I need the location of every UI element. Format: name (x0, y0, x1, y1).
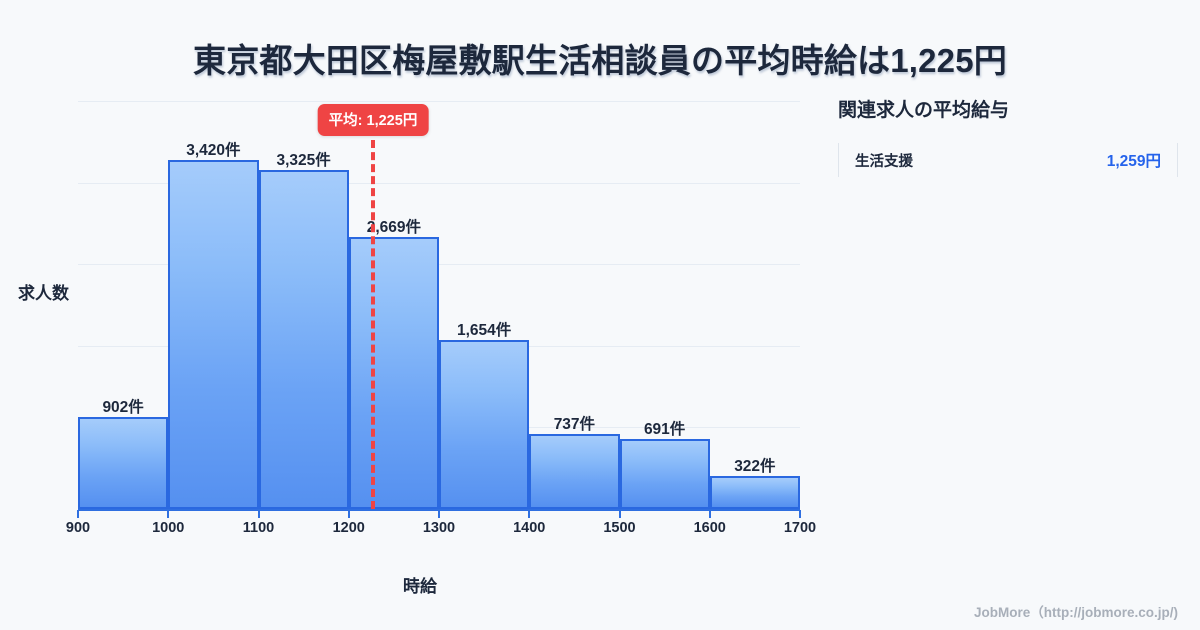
x-axis-tick-label: 1200 (332, 520, 365, 536)
histogram-bar (619, 438, 710, 509)
gridline (78, 182, 800, 184)
gridline (78, 264, 800, 266)
x-axis-tick (799, 510, 801, 518)
histogram-bar (439, 340, 530, 509)
x-axis-tick-label: 1100 (242, 520, 275, 536)
bar-value-label: 322件 (734, 458, 776, 476)
x-axis-tick (77, 510, 79, 518)
histogram-bar (348, 236, 439, 509)
average-line (371, 128, 375, 509)
bar-value-label: 2,669件 (366, 218, 422, 236)
bar-value-label: 902件 (102, 398, 144, 416)
y-axis-title: 求人数 (18, 284, 69, 303)
x-axis-tick (347, 510, 350, 518)
x-axis-tick (167, 510, 170, 518)
footer-attribution: JobMore（http://jobmore.co.jp/) (974, 605, 1178, 620)
histogram-bar (258, 169, 349, 509)
gridline (78, 101, 800, 102)
x-axis-tick (618, 510, 621, 518)
related-salary-panel: 関連求人の平均給与 生活支援 1,259円 (838, 95, 1178, 177)
x-axis-tick (438, 510, 440, 518)
x-axis-tick-label: 1600 (693, 520, 726, 536)
x-axis-tick-label: 1700 (783, 520, 817, 536)
bar-value-label: 3,420件 (186, 142, 241, 160)
x-axis-title: 時給 (403, 577, 437, 596)
bar-value-label: 737件 (553, 415, 596, 433)
average-badge: 平均: 1,225円 (317, 104, 429, 136)
histogram-bar (168, 160, 259, 509)
bar-value-label: 691件 (643, 420, 686, 438)
related-salary-row: 生活支援 1,259円 (838, 143, 1178, 177)
bar-value-label: 1,654件 (456, 322, 512, 340)
x-axis-tick-label: 1500 (603, 520, 636, 536)
histogram-chart: 求人数 902件 3,420件 3,325件 2,669件 1,654件 737件 691件… (18, 101, 816, 596)
histogram-bar (78, 417, 169, 509)
x-axis-tick (257, 510, 260, 518)
x-axis-tick (528, 510, 531, 518)
related-salary-row-value: 1,259円 (1106, 153, 1161, 170)
x-axis-tick (708, 510, 711, 518)
x-axis-tick-label: 1400 (513, 520, 546, 536)
histogram-bar (529, 433, 620, 509)
bar-value-label: 3,325件 (276, 151, 331, 169)
x-axis-tick-label: 900 (65, 520, 91, 536)
plot-area: 902件 3,420件 3,325件 2,669件 1,654件 737件 691件 322件… (66, 101, 816, 536)
related-salary-row-label: 生活支援 (855, 153, 913, 170)
page-title: 東京都大田区梅屋敷駅生活相談員の平均時給は1,225円 (193, 42, 1007, 79)
histogram-bar (709, 476, 800, 509)
x-axis-tick-label: 1000 (152, 520, 185, 536)
related-salary-title: 関連求人の平均給与 (838, 100, 1010, 121)
related-salary-list: 生活支援 1,259円 (838, 143, 1178, 177)
x-axis-tick-label: 1300 (422, 520, 456, 536)
